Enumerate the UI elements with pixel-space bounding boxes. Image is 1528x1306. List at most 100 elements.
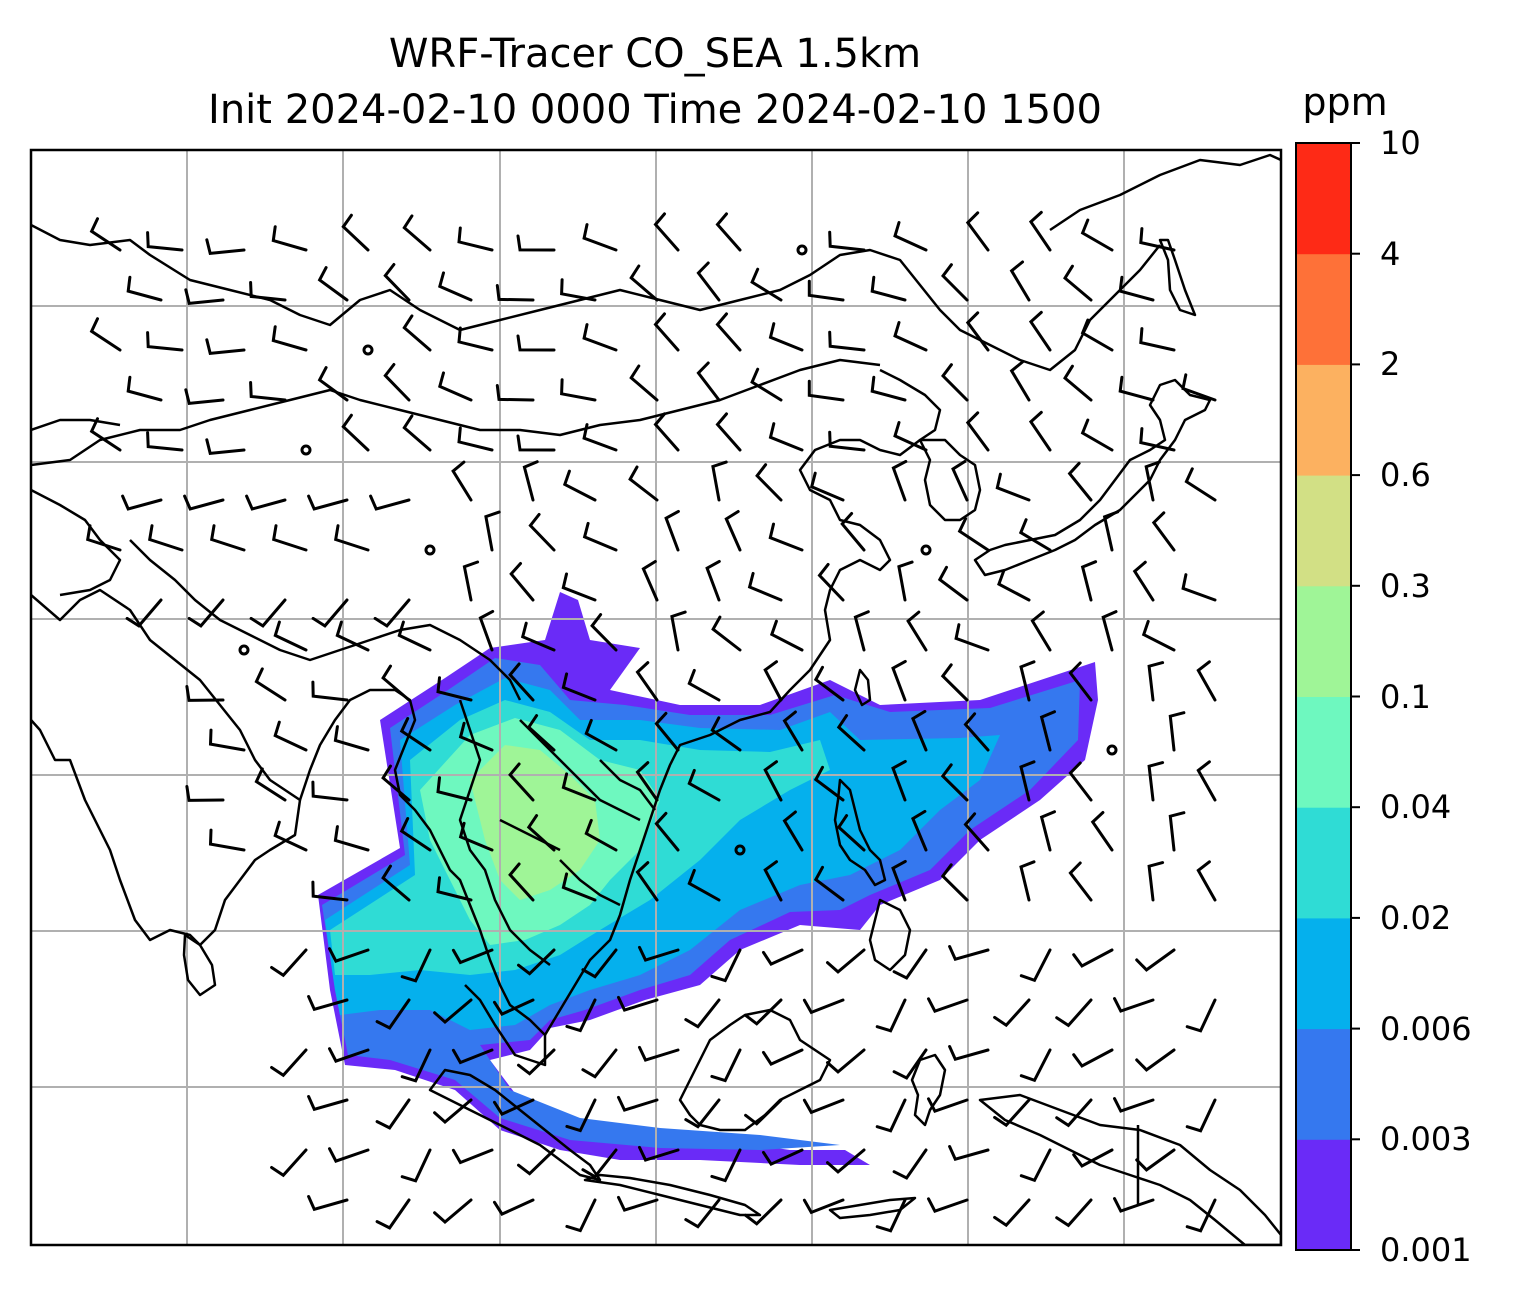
coast-taiwan <box>853 668 872 707</box>
wind-barb <box>369 494 411 511</box>
wind-barb <box>836 714 866 752</box>
wind-barb-calm <box>796 244 808 256</box>
wind-barb <box>433 1198 473 1224</box>
wind-barb <box>1196 660 1217 702</box>
wind-barb <box>802 1098 845 1115</box>
wind-barb <box>400 948 432 983</box>
wind-barb <box>710 948 742 983</box>
wind-barb <box>86 524 122 552</box>
wind-barb <box>457 426 494 452</box>
wind-barb <box>526 814 556 852</box>
wind-barb-calm <box>920 544 932 556</box>
wind-barb <box>562 469 597 502</box>
wind-barb <box>802 1198 845 1215</box>
wind-barb <box>963 812 990 852</box>
wind-barb <box>617 1195 659 1212</box>
wind-barb <box>993 998 1031 1028</box>
wind-barb <box>807 379 845 402</box>
wind-barb <box>893 221 928 252</box>
colorbar-tick-label: 0.1 <box>1380 677 1431 716</box>
wind-barb <box>1181 573 1217 602</box>
wind-barb <box>1072 1048 1114 1068</box>
wind-barb <box>768 522 804 552</box>
wind-barb <box>493 1098 535 1117</box>
wind-barb <box>768 422 804 452</box>
coast-sri-lanka <box>182 933 217 997</box>
wind-barb <box>508 762 535 802</box>
wind-barb <box>687 668 721 702</box>
wind-barb <box>763 860 783 902</box>
wind-barb <box>997 569 1031 602</box>
wind-barb <box>581 1148 618 1179</box>
wind-barb <box>273 720 308 752</box>
wind-barb <box>341 213 370 252</box>
wind-barb <box>254 667 287 702</box>
wind-barb <box>509 562 535 602</box>
wind-barb <box>954 623 990 652</box>
wind-barb <box>1147 661 1165 702</box>
wind-barb <box>317 366 349 402</box>
wind-barb <box>1151 511 1176 552</box>
wind-barb-calm <box>734 844 746 856</box>
wind-barb <box>526 714 556 752</box>
wind-barb <box>1184 467 1217 502</box>
wind-barb <box>875 998 907 1033</box>
wind-barb <box>1055 998 1093 1028</box>
wind-barb <box>940 763 969 802</box>
wind-barb <box>185 785 225 802</box>
wind-barb <box>1196 760 1217 802</box>
wind-barb <box>375 998 411 1030</box>
wind-barb <box>817 562 845 602</box>
wind-barb <box>1168 811 1186 852</box>
wind-barb <box>653 412 680 452</box>
wind-barb <box>451 1148 494 1165</box>
wind-barb <box>687 768 721 802</box>
coast-sakhalin <box>1158 238 1197 317</box>
wind-barb <box>381 764 411 802</box>
wind-barb <box>762 948 804 967</box>
wind-barb <box>893 421 928 452</box>
wind-barb <box>711 460 728 502</box>
wind-barb <box>89 417 122 452</box>
wind-barb <box>711 615 742 652</box>
wind-barb <box>273 820 308 852</box>
wind-barb <box>517 1148 556 1176</box>
wind-barb <box>311 598 349 628</box>
wind-barb <box>397 620 432 652</box>
wind-barb <box>965 411 990 452</box>
wind-barb <box>590 613 618 652</box>
wind-barb <box>311 880 349 902</box>
wind-barb <box>957 517 990 552</box>
wind-barb <box>995 472 1031 502</box>
wind-barb <box>184 288 225 306</box>
wind-barb <box>937 565 969 602</box>
wind-barb <box>892 1148 928 1180</box>
wind-barb <box>927 997 969 1014</box>
wind-barb <box>763 660 783 702</box>
wind-barb <box>696 261 721 302</box>
wind-barb <box>438 271 473 302</box>
wind-barb <box>1181 373 1217 402</box>
wind-barb-calm <box>300 444 312 456</box>
wind-barb <box>763 760 783 802</box>
wind-barb <box>638 1045 680 1062</box>
wind-barb <box>948 1045 990 1061</box>
wind-barb <box>941 363 969 402</box>
wind-barb <box>328 947 370 963</box>
wind-barb <box>853 610 870 652</box>
coast-borneo <box>678 1008 832 1132</box>
wind-barb <box>451 460 473 502</box>
colorbar-swatch <box>1296 253 1351 365</box>
wind-barb <box>813 765 845 802</box>
wind-barb <box>208 828 246 852</box>
wind-barb <box>334 524 370 552</box>
coast-bay-bengal <box>298 688 547 1067</box>
wind-barb <box>1019 1048 1052 1083</box>
wind-barb <box>617 1095 659 1112</box>
wind-barb <box>1101 610 1118 652</box>
wind-barb <box>581 1048 618 1079</box>
wind-barb <box>687 868 721 902</box>
wind-barb-calm <box>238 644 250 656</box>
wind-barb <box>271 325 308 352</box>
